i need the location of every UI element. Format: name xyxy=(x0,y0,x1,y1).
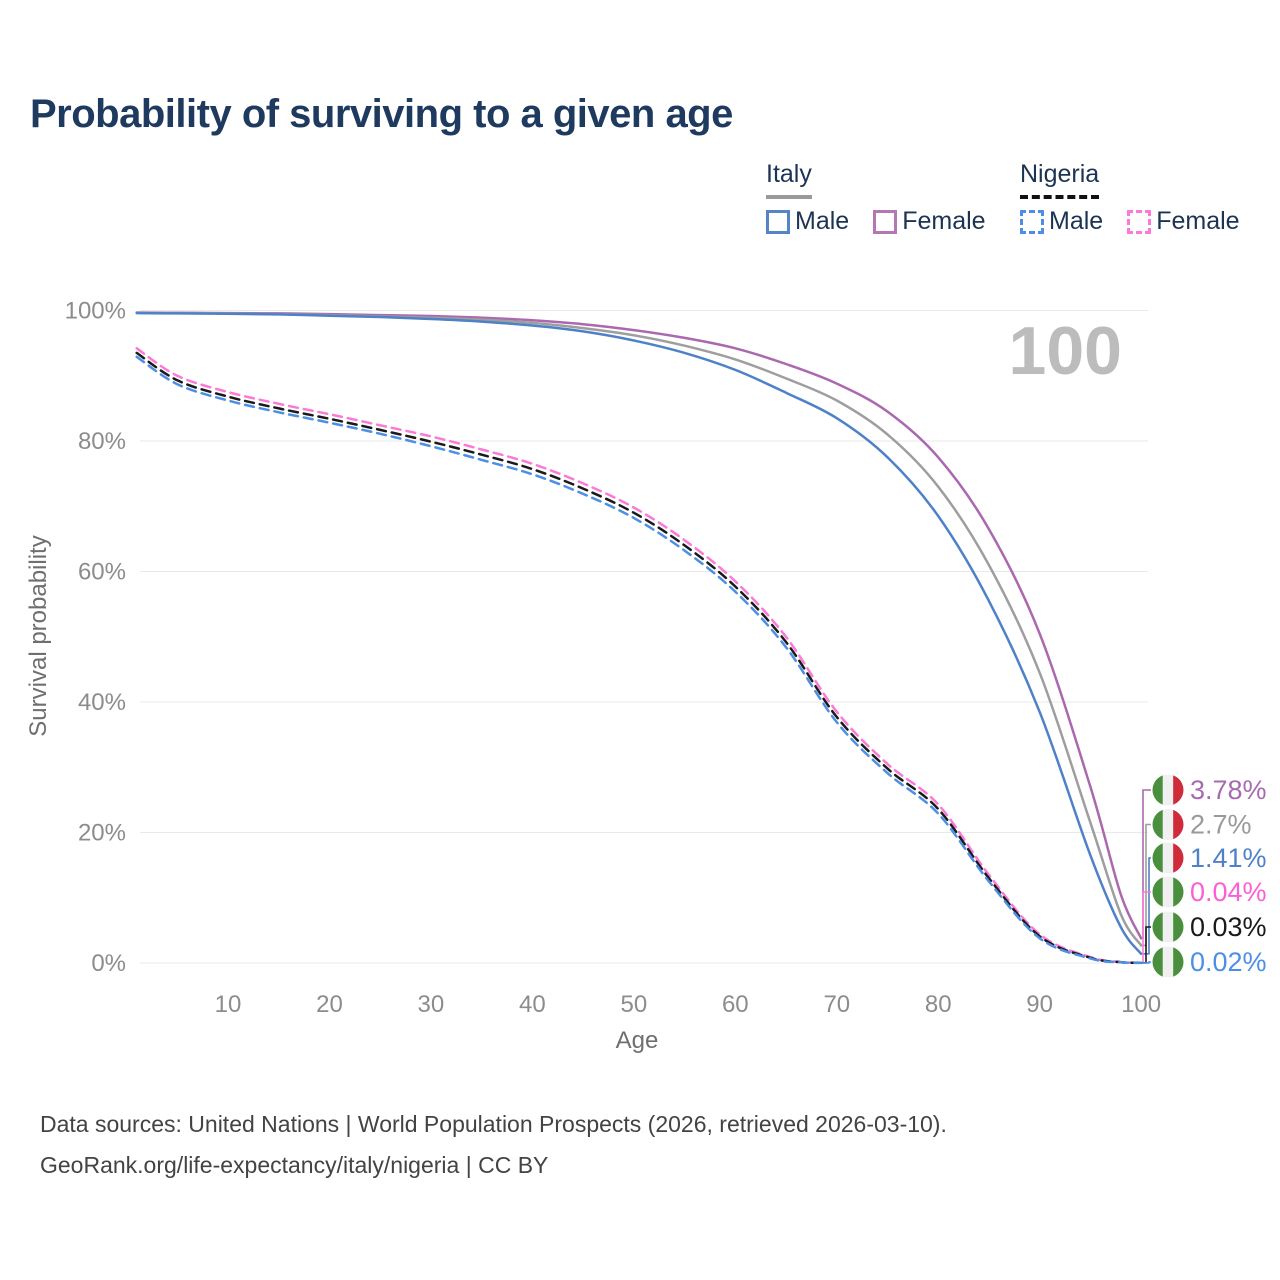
x-tick-label: 30 xyxy=(418,991,445,1018)
flag-icon-nigeria xyxy=(1152,911,1184,943)
x-tick-label: 40 xyxy=(519,991,546,1018)
attribution-line: GeoRank.org/life-expectancy/italy/nigeri… xyxy=(40,1152,549,1178)
end-label-value: 0.04% xyxy=(1190,877,1267,907)
x-tick-label: 10 xyxy=(215,991,242,1018)
end-label-connector xyxy=(1141,961,1151,964)
legend-label-italy-female: Female xyxy=(902,207,986,235)
y-axis-title: Survival probability xyxy=(25,535,52,736)
x-tick-label: 60 xyxy=(722,991,749,1018)
x-tick-label: 20 xyxy=(316,991,343,1018)
y-tick-label: 80% xyxy=(78,428,126,455)
end-label-value: 0.02% xyxy=(1190,947,1267,977)
end-label-value: 3.78% xyxy=(1190,775,1267,805)
y-tick-label: 100% xyxy=(65,298,126,325)
legend-group-italy: Italy Male Female xyxy=(766,160,986,236)
series-lines[interactable] xyxy=(135,311,1143,965)
y-tick-label: 20% xyxy=(78,820,126,847)
series-line-italy-female[interactable] xyxy=(135,311,1143,940)
flag-icon-nigeria xyxy=(1152,876,1184,908)
series-line-nigeria-male[interactable] xyxy=(135,355,1143,965)
age-indicator-watermark: 100 xyxy=(1009,313,1122,389)
x-axis-tick-labels: 10 20 30 40 50 60 70 80 90 100 xyxy=(215,991,1161,1018)
x-axis-title: Age xyxy=(616,1027,659,1054)
footer: Data sources: United Nations | World Pop… xyxy=(40,1104,947,1186)
flag-icon-italy xyxy=(1152,842,1184,874)
end-label-connector xyxy=(1141,789,1151,940)
y-tick-label: 60% xyxy=(78,559,126,586)
gridlines xyxy=(140,310,1148,964)
legend-country-italy[interactable]: Italy xyxy=(766,160,812,199)
series-line-nigeria-female[interactable] xyxy=(135,347,1143,964)
legend-label-nigeria-male: Male xyxy=(1049,207,1104,235)
italy-female-swatch-icon xyxy=(873,209,898,234)
series-line-italy-both[interactable] xyxy=(135,311,1143,947)
y-axis-tick-labels: 0% 20% 40% 60% 80% 100% xyxy=(65,298,126,978)
legend-label-nigeria-female: Female xyxy=(1156,207,1240,235)
end-value-labels: 3.78% 2.7%1.41% 0.04% 0.03% 0.02% xyxy=(1141,774,1267,978)
end-label-connector xyxy=(1141,857,1151,955)
italy-male-swatch-icon xyxy=(766,209,790,234)
legend-label-italy-male: Male xyxy=(795,207,850,235)
y-tick-label: 40% xyxy=(78,689,126,716)
flag-icon-nigeria xyxy=(1152,946,1184,978)
end-label-value: 1.41% xyxy=(1190,843,1267,873)
legend-item-nigeria-male[interactable]: Male xyxy=(1020,207,1103,236)
y-tick-label: 0% xyxy=(91,950,126,977)
x-tick-label: 80 xyxy=(925,991,952,1018)
legend-group-nigeria: Nigeria Male Female xyxy=(1020,160,1240,236)
nigeria-female-swatch-icon xyxy=(1127,209,1152,234)
flag-icon-italy xyxy=(1152,774,1184,806)
end-label-value: 0.03% xyxy=(1190,912,1267,942)
legend-country-nigeria[interactable]: Nigeria xyxy=(1020,160,1100,199)
legend-item-italy-female[interactable]: Female xyxy=(873,207,986,236)
nigeria-male-swatch-icon xyxy=(1020,209,1044,234)
x-tick-label: 70 xyxy=(823,991,850,1018)
legend-item-italy-male[interactable]: Male xyxy=(766,207,849,236)
page-title: Probability of surviving to a given age xyxy=(30,92,733,136)
series-line-nigeria-both[interactable] xyxy=(135,351,1143,965)
series-line-italy-male[interactable] xyxy=(135,311,1143,956)
end-label-value: 2.7% xyxy=(1190,810,1252,840)
flag-icon-italy xyxy=(1152,809,1184,840)
legend-item-nigeria-female[interactable]: Female xyxy=(1127,207,1240,236)
x-tick-label: 100 xyxy=(1121,991,1161,1018)
data-sources-line: Data sources: United Nations | World Pop… xyxy=(40,1111,947,1137)
x-tick-label: 90 xyxy=(1026,991,1053,1018)
x-tick-label: 50 xyxy=(621,991,648,1018)
